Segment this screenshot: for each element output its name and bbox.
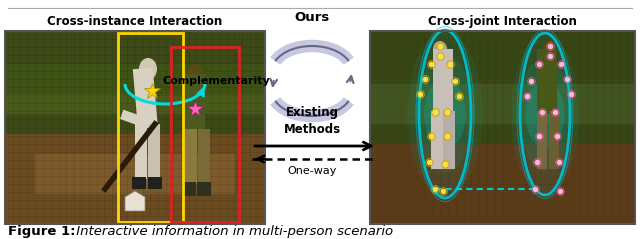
Bar (198, 129, 210, 184)
Bar (370, 31, 635, 144)
Bar (370, 31, 635, 224)
Ellipse shape (543, 41, 557, 57)
Bar (5, 64, 265, 94)
Bar (118, 33, 183, 222)
Ellipse shape (525, 81, 564, 147)
Text: Cross-instance Interaction: Cross-instance Interaction (47, 15, 223, 27)
Bar (148, 177, 162, 189)
Ellipse shape (408, 32, 483, 196)
Ellipse shape (518, 57, 572, 171)
Bar (370, 144, 635, 224)
Bar (132, 67, 158, 129)
Bar (35, 154, 235, 194)
Ellipse shape (433, 41, 447, 57)
Ellipse shape (186, 64, 204, 84)
Bar (197, 182, 211, 196)
Bar (185, 129, 197, 184)
Text: Complementarity: Complementarity (163, 76, 270, 86)
Ellipse shape (424, 80, 466, 148)
Bar (5, 31, 265, 224)
Bar (183, 74, 205, 134)
Text: Ours: Ours (294, 11, 330, 23)
Bar (148, 124, 160, 179)
Bar (5, 64, 265, 114)
Bar (433, 49, 453, 114)
Bar (132, 177, 146, 189)
Bar (537, 111, 547, 169)
Bar (431, 111, 443, 169)
Bar (443, 111, 455, 169)
Text: Existing
Methods: Existing Methods (284, 106, 340, 136)
Bar (120, 110, 142, 126)
Bar (537, 49, 557, 114)
Bar (549, 111, 559, 169)
Bar (171, 47, 239, 222)
Ellipse shape (416, 55, 474, 173)
Polygon shape (125, 191, 145, 211)
Bar (370, 84, 635, 124)
Bar (370, 31, 635, 224)
Ellipse shape (139, 58, 157, 80)
Ellipse shape (511, 34, 579, 194)
Bar (5, 31, 265, 134)
Bar (5, 31, 265, 224)
Bar (182, 182, 196, 196)
Text: Cross-joint Interaction: Cross-joint Interaction (428, 15, 577, 27)
Bar (135, 124, 147, 179)
Text: Figure 1:: Figure 1: (8, 224, 76, 238)
Bar (5, 134, 265, 224)
Text: One-way: One-way (287, 166, 337, 176)
Text: Interactive information in multi-person scenario: Interactive information in multi-person … (72, 224, 393, 238)
